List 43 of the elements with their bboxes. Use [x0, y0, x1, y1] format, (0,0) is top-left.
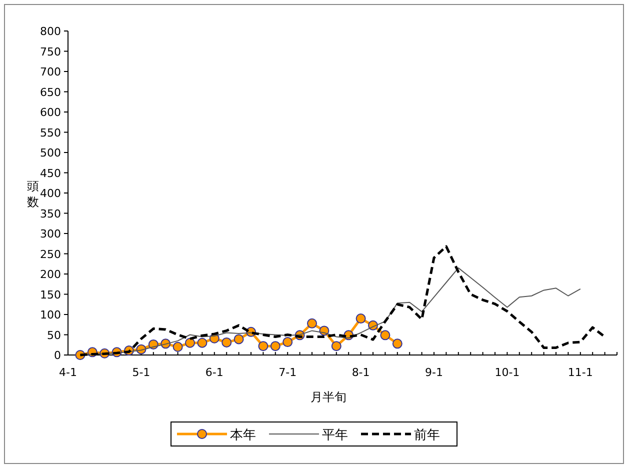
x-tick-label: 11-1 [568, 366, 593, 379]
y-tick-label: 500 [40, 146, 61, 160]
y-tick-label: 0 [54, 349, 61, 362]
x-tick-label: 4-1 [59, 366, 77, 379]
x-tick-label: 8-1 [352, 366, 370, 379]
x-tick-label: 10-1 [494, 366, 520, 379]
point [380, 330, 390, 340]
y-tick-label: 550 [40, 126, 61, 140]
y-tick-label: 700 [40, 66, 61, 78]
y-tick-label: 400 [40, 187, 61, 200]
point [234, 334, 244, 344]
point [172, 342, 183, 352]
y-tick-label: 50 [47, 328, 61, 342]
y-tick-label: 600 [40, 106, 61, 119]
y-tick-label: 750 [40, 45, 61, 58]
point [222, 337, 232, 348]
y-tick-label: 350 [40, 207, 61, 220]
legend-label: 本年 [230, 428, 256, 443]
point [258, 341, 268, 352]
y-tick-label: 450 [40, 166, 61, 180]
legend-label: 前年 [414, 428, 440, 443]
point [307, 318, 317, 328]
x-axis-title: 月半旬 [310, 390, 346, 404]
y-tick-label: 300 [40, 228, 61, 240]
y-tick-label: 250 [40, 248, 61, 261]
y-tick-label: 650 [40, 86, 61, 99]
point [356, 314, 366, 324]
y-axis-title: 頭数 [27, 179, 39, 209]
y-tick-label: 150 [40, 288, 61, 302]
point [282, 337, 293, 348]
y-tick-label: 200 [40, 268, 61, 281]
x-tick-label: 6-1 [205, 366, 224, 379]
x-tick-label: 9-1 [425, 366, 443, 379]
y-tick-label: 800 [40, 25, 61, 38]
point [185, 338, 195, 348]
point [331, 341, 342, 352]
point [197, 338, 208, 348]
point [270, 341, 280, 352]
x-tick-label: 5-1 [132, 366, 150, 379]
x-tick-label: 7-1 [278, 366, 297, 379]
point [392, 338, 402, 349]
y-tick-label: 100 [40, 308, 61, 322]
legend-label: 平年 [322, 428, 348, 443]
